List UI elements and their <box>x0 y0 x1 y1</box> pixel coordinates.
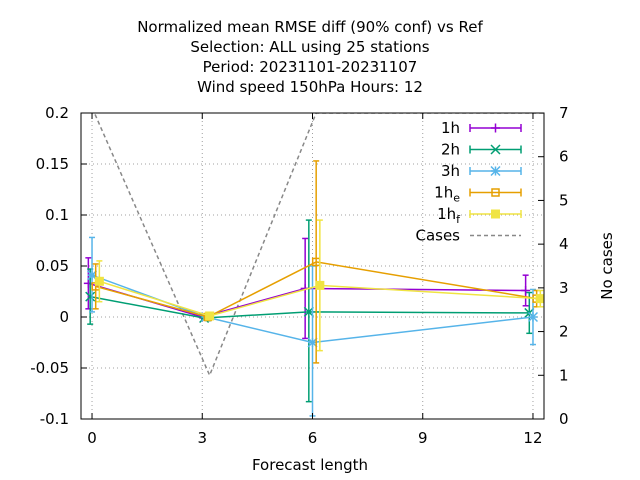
point-1hf <box>535 294 544 304</box>
series-line-2h <box>90 295 530 319</box>
legend-label-1he: 1he <box>434 184 460 205</box>
legend-label-main: 3h <box>441 162 460 180</box>
y-tick-label: 0.05 <box>36 257 69 275</box>
title-line: Selection: ALL using 25 stations <box>190 38 429 56</box>
y-tick-label: 0.2 <box>45 104 69 122</box>
series-line-1he <box>95 261 537 318</box>
marker-stroke <box>85 291 96 302</box>
series-line-1hf <box>99 280 541 317</box>
legend-label-2h: 2h <box>441 141 460 159</box>
legend-label-cases: Cases <box>415 227 460 245</box>
x-tick-label: 0 <box>87 429 97 447</box>
legend-label-1h: 1h <box>441 119 460 137</box>
y2-tick-label: 6 <box>559 148 569 166</box>
legend-label-main: 1h <box>437 205 456 223</box>
legend-marker-2h <box>490 144 501 155</box>
title-line: Wind speed 150hPa Hours: 12 <box>197 78 423 96</box>
x-tick-label: 9 <box>418 429 428 447</box>
chart-title: Normalized mean RMSE diff (90% conf) vs … <box>137 18 483 96</box>
series-line-3h <box>91 274 534 344</box>
y-tick-label: 0.15 <box>36 155 69 173</box>
y2-tick-label: 5 <box>559 191 569 209</box>
legend-label-subscript: f <box>456 213 461 226</box>
x-tick-label: 12 <box>523 429 542 447</box>
y2-tick-label: 7 <box>559 104 569 122</box>
legend-marker-1he <box>491 188 500 197</box>
point-1h <box>521 285 531 295</box>
legend-label-main: 1h <box>441 119 460 137</box>
legend-marker-1hf <box>491 209 500 219</box>
y2-tick-label: 1 <box>559 366 569 384</box>
legend-label-main: 1h <box>434 184 453 202</box>
point-1hf <box>94 276 104 286</box>
y2-tick-label: 2 <box>559 323 569 341</box>
y-tick-label: 0.1 <box>45 206 69 224</box>
y-tick-label: -0.1 <box>40 410 69 428</box>
plot-area <box>83 113 544 417</box>
point-1hf <box>315 280 325 290</box>
y-tick-label: -0.05 <box>30 359 69 377</box>
x-tick-label: 3 <box>197 429 207 447</box>
point-3h <box>527 311 539 323</box>
y2-tick-label: 0 <box>559 410 569 428</box>
y2-tick-label: 4 <box>559 235 569 253</box>
marker-stroke <box>490 144 501 155</box>
marker-stroke <box>490 165 501 177</box>
marker-stroke <box>527 311 539 323</box>
legend-label-1hf: 1hf <box>437 205 461 226</box>
x-axis-label: Forecast length <box>252 456 368 474</box>
title-line: Period: 20231101-20231107 <box>203 58 418 76</box>
title-line: Normalized mean RMSE diff (90% conf) vs … <box>137 18 483 36</box>
x-tick-label: 6 <box>308 429 318 447</box>
legend-marker-1h <box>491 123 500 133</box>
point-2h <box>85 291 96 302</box>
legend-marker-3h <box>490 165 501 177</box>
legend-label-3h: 3h <box>441 162 460 180</box>
right-axis-label: No cases <box>598 232 616 300</box>
y-tick-label: 0 <box>59 308 69 326</box>
legend-label-main: 2h <box>441 141 460 159</box>
legend-label-subscript: e <box>453 192 460 205</box>
point-1hf <box>205 311 215 321</box>
y2-tick-label: 3 <box>559 279 569 297</box>
